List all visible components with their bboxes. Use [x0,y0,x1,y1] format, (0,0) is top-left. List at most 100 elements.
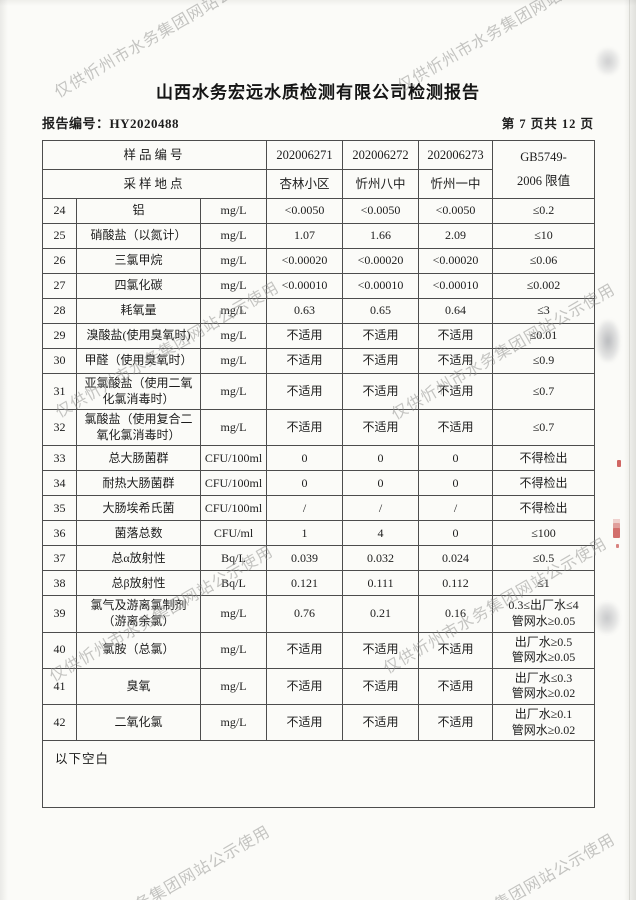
row-number: 24 [42,198,77,224]
sample-value: <0.00010 [418,273,494,299]
table-footer-row: 以下空白 [41,740,596,809]
parameter-name: 氯胺（总氯） [76,631,201,669]
parameter-name: 硝酸盐（以氮计） [76,223,201,249]
report-meta-row: 报告编号：HY2020488 第 7 页共 12 页 [42,113,594,132]
sample-value: 不适用 [418,372,494,411]
sample-value: <0.00020 [266,248,344,274]
sample-value: <0.00020 [342,248,420,274]
limit-value: ≤0.01 [492,323,596,349]
parameter-unit: CFU/100ml [199,445,268,472]
sample-value: 0.16 [418,595,494,633]
sample-value: 不适用 [266,703,344,742]
sample-value: 不适用 [266,323,344,349]
parameter-name: 臭氧 [76,667,201,705]
row-number: 38 [42,570,77,597]
table-row: 32 氯酸盐（使用复合二氧化氯消毒时） mg/L 不适用 不适用 不适用 ≤0.7 [42,409,596,447]
parameter-name: 二氧化氯 [76,703,201,742]
limit-line1: 0.3≤出厂水≤4 [508,598,579,613]
red-stamp-speck [613,519,620,538]
parameter-unit: CFU/100ml [199,495,268,522]
sample-value: 0.121 [266,570,344,597]
limit-value: ≤0.002 [492,273,596,299]
results-table: 样品编号 202006271 202006272 202006273 GB574… [41,140,596,809]
page-title: 山西水务宏远水质检测有限公司检测报告 [156,83,480,102]
limit-line2: 管网水≥0.02 [511,722,576,737]
sample-value: <0.0050 [266,198,344,224]
limit-value: ≤0.5 [492,545,596,572]
sample-value: 1 [266,520,344,547]
parameter-unit: mg/L [199,248,268,274]
sample-value: 不适用 [266,667,344,705]
parameter-name: 溴酸盐(使用臭氧时) [76,323,201,349]
sample-value: 4 [342,520,420,547]
limit-value: 不得检出 [492,495,596,522]
row-number: 36 [42,520,77,547]
sample-value: 0.64 [418,298,494,324]
limit-value: ≤0.7 [492,372,596,411]
parameter-name: 总β放射性 [76,570,201,597]
parameter-name: 甲醛（使用臭氧时） [76,348,201,374]
results-tbody: 样品编号 202006271 202006272 202006273 GB574… [41,140,596,809]
location-row-label: 采样地点 [41,169,268,199]
row-number: 37 [42,545,77,572]
sample-value: 0.032 [342,545,420,572]
table-row: 24 铝 mg/L <0.0050 <0.0050 <0.0050 ≤0.2 [42,198,596,224]
table-row: 31 亚氯酸盐（使用二氧化氯消毒时） mg/L 不适用 不适用 不适用 ≤0.7 [42,372,596,411]
parameter-name: 总大肠菌群 [76,445,201,472]
limit-line1: 出厂水≥0.5 [514,634,573,649]
row-number: 33 [42,445,77,472]
sample-value: 不适用 [342,631,420,669]
sample-value: 不适用 [342,323,420,349]
sample-value: 不适用 [418,667,494,705]
table-row: 36 菌落总数 CFU/ml 1 4 0 ≤100 [42,520,596,547]
sample-value: 0.024 [418,545,494,572]
sample-value: 不适用 [342,348,420,374]
parameter-name: 四氯化碳 [76,273,201,299]
parameter-unit: mg/L [199,667,268,705]
scan-edge-right [624,0,636,900]
sample-value: <0.00010 [266,273,344,299]
sample-value: / [266,495,344,522]
sample-value: 0.039 [266,545,344,572]
parameter-name: 氯酸盐（使用复合二氧化氯消毒时） [76,409,201,447]
limit-value: 出厂水≥0.1 管网水≥0.02 [492,703,596,742]
table-row: 37 总α放射性 Bq/L 0.039 0.032 0.024 ≤0.5 [42,545,596,572]
limit-line1: 出厂水≤0.3 [514,670,573,685]
sample-value: 不适用 [342,409,420,447]
limit-value: ≤0.7 [492,409,596,447]
row-number: 39 [42,595,77,633]
limit-value: ≤10 [492,223,596,249]
parameter-unit: CFU/ml [199,520,268,547]
sample-value: 不适用 [342,372,420,411]
sample-value: 0 [418,470,494,497]
scan-edge-line [629,0,630,900]
sample-value: 0.76 [266,595,344,633]
sample-value: 0 [266,445,344,472]
limit-value: ≤0.9 [492,348,596,374]
row-number: 32 [42,409,77,447]
sample-value: <0.0050 [418,198,494,224]
table-row: 28 耗氧量 mg/L 0.63 0.65 0.64 ≤3 [42,298,596,324]
limit-value: 出厂水≥0.5 管网水≥0.05 [492,631,596,669]
row-number: 29 [42,323,77,349]
limit-header-line2: 2006 限值 [516,173,571,188]
limit-value: 0.3≤出厂水≤4 管网水≥0.05 [492,595,596,633]
limit-value: 不得检出 [492,445,596,472]
sample-value: 不适用 [266,409,344,447]
parameter-unit: Bq/L [199,570,268,597]
limit-line2: 管网水≥0.05 [511,650,576,665]
footer-note: 以下空白 [41,740,596,809]
parameter-unit: mg/L [199,298,268,324]
sample-value: 2.09 [418,223,494,249]
red-stamp-speck [617,460,621,467]
limit-value: ≤1 [492,570,596,597]
parameter-unit: mg/L [199,703,268,742]
table-row: 26 三氯甲烷 mg/L <0.00020 <0.00020 <0.00020 ≤0.06 [42,248,596,274]
parameter-unit: mg/L [199,198,268,224]
sample-value: <0.00020 [418,248,494,274]
sample-id-label: 样品编号 [123,147,186,162]
parameter-unit: mg/L [199,409,268,447]
table-header-row-location: 采样地点 杏林小区 忻州八中 忻州一中 [41,169,595,199]
sample-value: 不适用 [418,323,494,349]
